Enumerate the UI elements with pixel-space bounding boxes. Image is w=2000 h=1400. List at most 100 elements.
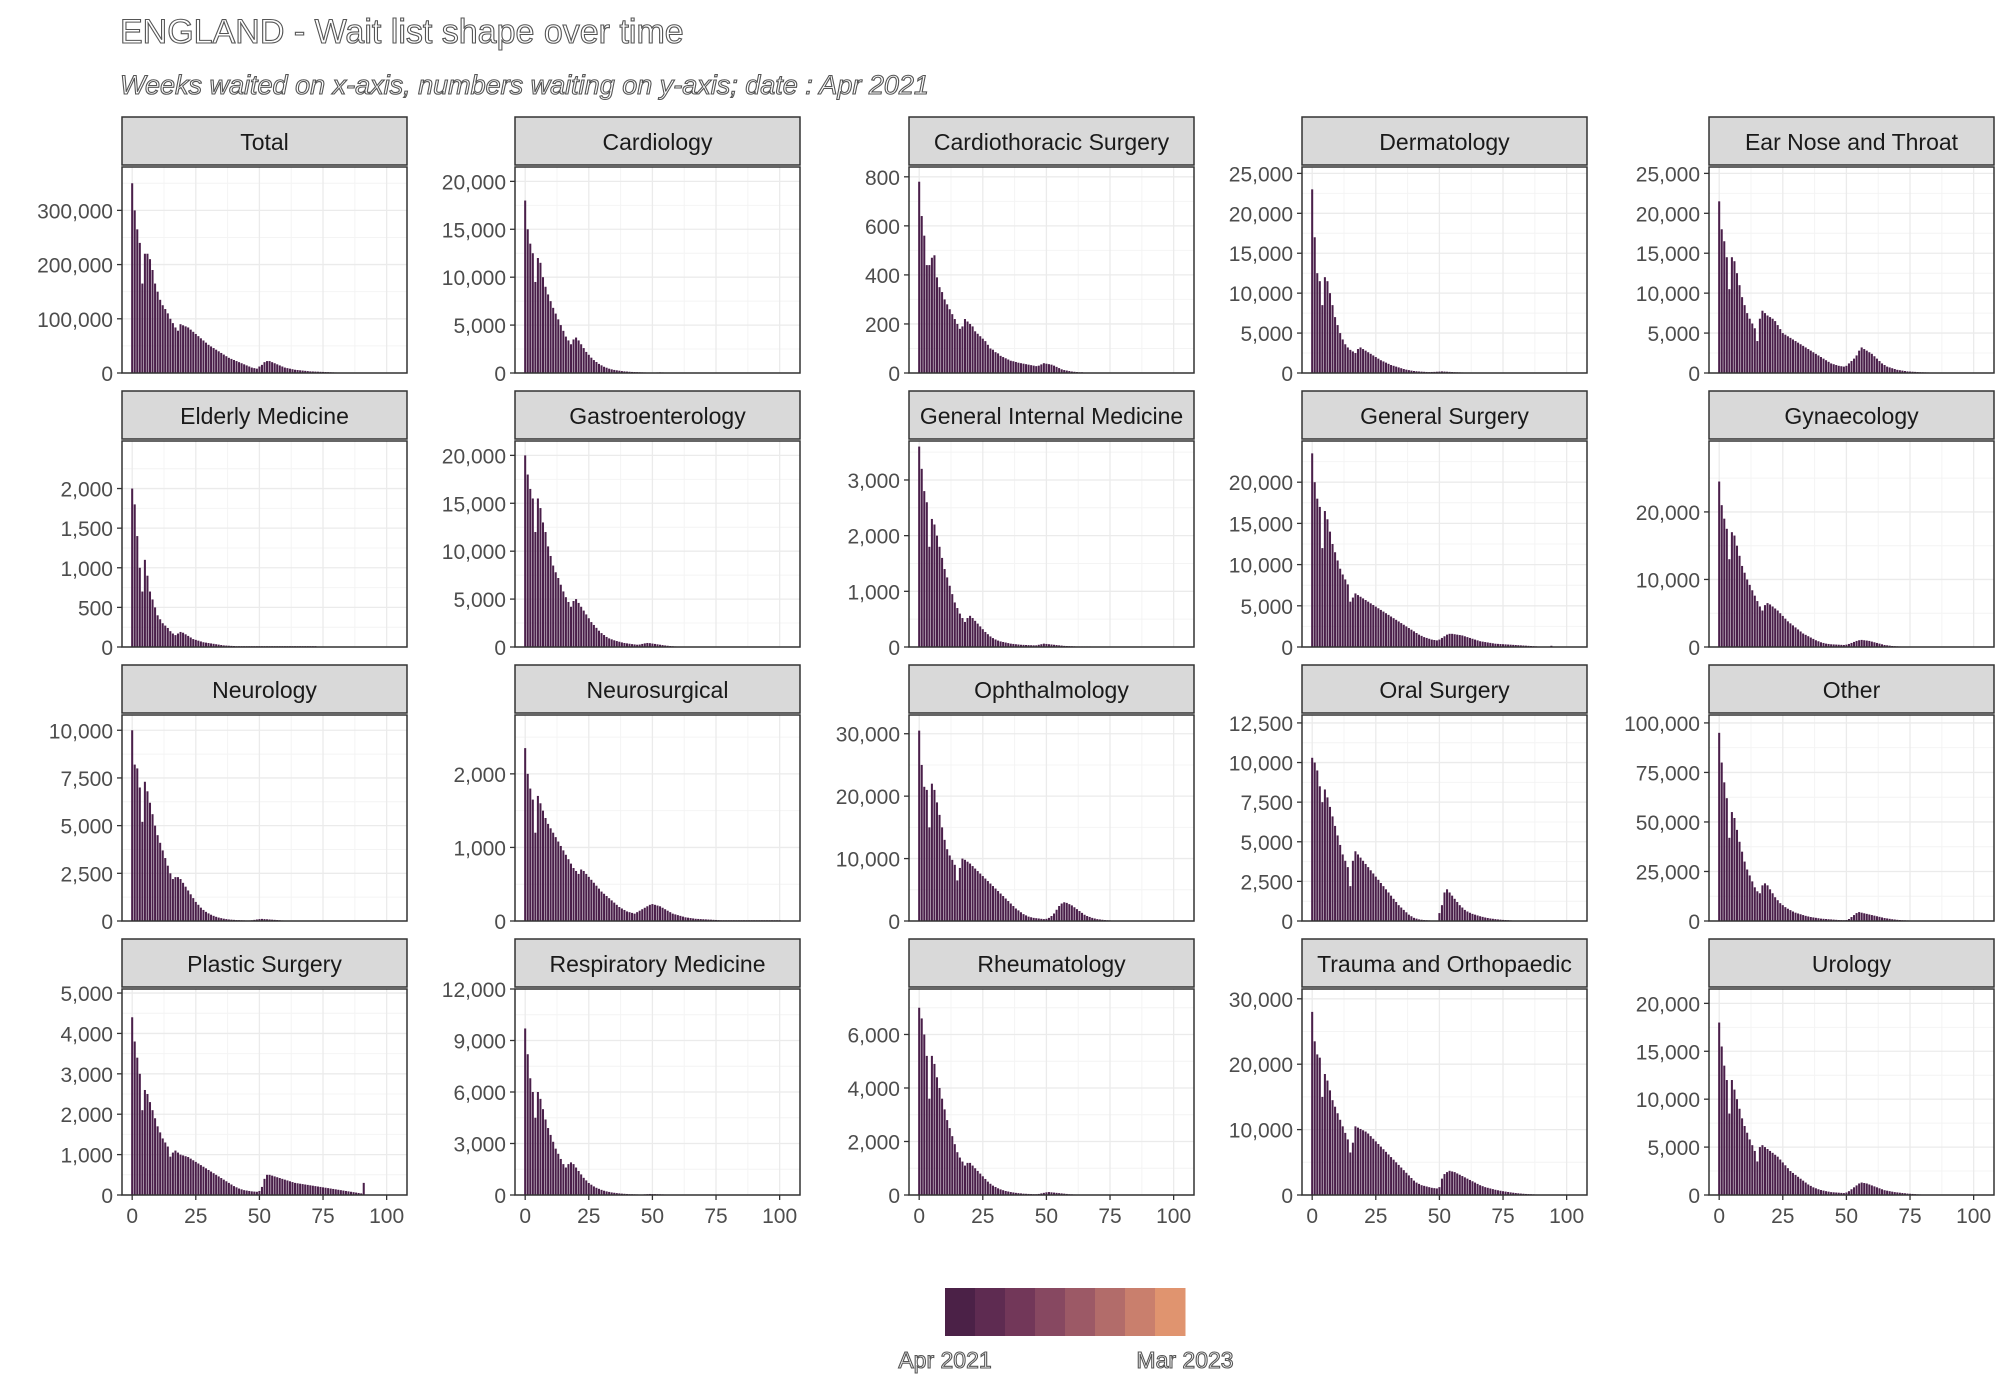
bar [1040,918,1043,921]
bar [1832,364,1835,373]
x-tick-label: 50 [641,1205,664,1228]
bar [235,361,238,373]
bar [309,1185,312,1195]
bar [299,370,302,373]
panel-border [1708,714,1995,922]
bar [1733,818,1736,921]
bar [582,610,585,647]
bar [697,918,700,921]
bar [148,1102,152,1195]
bar [179,631,182,647]
bar [1384,613,1387,647]
bar [225,356,228,373]
bar [215,644,218,647]
bar [986,634,989,647]
bar [1837,365,1840,373]
bar [1728,289,1731,373]
panel-border [1301,988,1588,1196]
y-tick-label: 800 [865,167,900,190]
bar [1718,481,1721,647]
legend-swatch [975,1288,1006,1336]
bar [918,730,921,921]
bar [355,1192,358,1195]
bar [1367,867,1370,921]
bar [238,1188,241,1195]
bar [215,349,218,373]
bar [1819,918,1822,921]
bar [148,259,152,373]
bar [319,1186,322,1195]
bar [946,304,949,373]
bar [1804,1182,1807,1195]
bar [266,919,269,921]
bar [1438,913,1441,921]
bar [587,876,590,921]
bar [948,309,951,373]
bar [1825,1191,1828,1195]
y-tick-label: 15,000 [1636,243,1700,266]
bar [963,621,966,647]
bar [1435,1188,1438,1195]
bar [1012,643,1015,647]
bar [1040,644,1043,647]
bar [971,866,974,921]
bar [585,351,588,373]
bar [1878,361,1881,373]
bar [920,216,923,373]
bar [1344,344,1347,373]
bar [984,878,987,921]
panel: Urology 0 5,000 10,000 15,000 20,000 0 25 50 75 10… [1636,938,1995,1228]
bar [1364,1131,1367,1195]
bar [1418,371,1421,373]
bar [1888,918,1891,921]
bar [953,602,956,647]
y-tick-label: 5,000 [60,983,113,1006]
panel: General Internal Medicine 0 1,000 2,000 3,00… [847,390,1195,660]
y-tick-label: 12,500 [1229,713,1293,736]
bar [529,243,532,373]
bar [1901,370,1904,373]
bar [623,909,626,921]
bar [1379,882,1382,921]
x-tick-label: 100 [1156,1205,1191,1228]
y-tick-label: 6,000 [453,1082,506,1105]
bar [207,344,210,373]
bar [1735,1099,1739,1195]
bar [524,1028,527,1195]
bar [1055,1192,1058,1195]
bar [1321,1096,1324,1195]
bar [557,578,560,647]
bar [1362,349,1365,373]
panel-title: Neurosurgical [587,677,729,703]
bar [1886,366,1889,373]
bar [207,913,210,921]
bar [989,1183,992,1195]
bar [661,645,664,647]
bar [981,876,984,921]
bar [618,370,621,373]
bar [641,643,644,647]
bar [1412,631,1415,647]
bar [1362,598,1365,647]
bar [1346,584,1349,647]
bar [210,914,213,921]
bar [536,258,539,373]
bar [930,518,933,647]
bar [1453,634,1456,647]
bar [1827,643,1830,647]
y-tick-label: 15,000 [1229,513,1293,536]
bar [1868,352,1871,373]
bar [1356,1127,1359,1195]
y-tick-label: 1,000 [60,1145,113,1168]
bar [1486,642,1489,647]
bar [1440,905,1443,921]
bar [1328,1090,1332,1195]
bar [316,1186,319,1195]
bar [197,336,200,373]
bar [638,910,641,921]
bar [559,584,562,647]
panel-title: Plastic Surgery [187,951,342,977]
panel-border [908,714,1195,922]
bar [1032,917,1035,921]
bar [1794,627,1797,647]
